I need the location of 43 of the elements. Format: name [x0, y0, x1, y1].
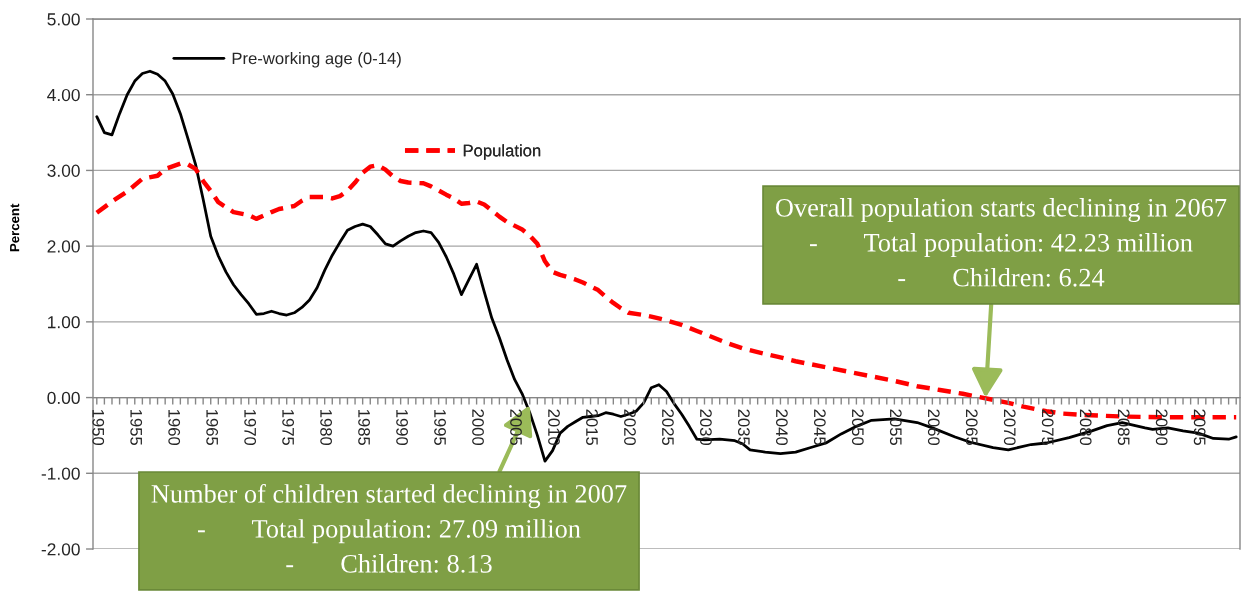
x-tick-label: 2095: [1193, 409, 1206, 446]
x-tick-label: 2055: [889, 409, 902, 446]
legend-label: Population: [463, 144, 541, 160]
x-tick-label: 2050: [851, 409, 864, 446]
y-tick-label: 0.00: [47, 391, 80, 405]
x-tick-label: 2030: [700, 409, 712, 446]
y-tick-label: 5.00: [47, 13, 80, 26]
x-tick-label: 1985: [358, 409, 370, 446]
x-tick-label: 1950: [92, 409, 105, 446]
y-tick-label: 3.00: [47, 164, 80, 177]
annotation: Number of children started declining in 2007 - Total population: 27.09 million - Children: 8.13: [151, 483, 627, 573]
x-tick-label: 1980: [320, 409, 333, 446]
y-tick-label: -1.00: [41, 467, 80, 480]
x-tick-label: 1960: [168, 409, 181, 446]
x-tick-label: 2025: [662, 409, 674, 446]
x-tick-label: 2020: [624, 409, 636, 446]
legend-label: Pre-working age (0-14): [232, 52, 401, 68]
y-axis-title: Percent: [10, 203, 20, 252]
x-tick-label: 1990: [396, 409, 408, 446]
x-tick-label: 2060: [927, 409, 940, 446]
x-tick-label: 1995: [434, 409, 446, 446]
x-tick-label: 2070: [1003, 409, 1016, 446]
y-tick-label: 4.00: [47, 88, 80, 102]
y-tick-label: 2.00: [47, 240, 80, 253]
x-tick-label: 1955: [130, 409, 143, 446]
x-tick-label: 2010: [548, 409, 560, 446]
x-tick-label: 2040: [775, 409, 788, 446]
x-tick-label: 2035: [737, 409, 750, 446]
x-tick-label: 2090: [1155, 409, 1168, 446]
x-tick-label: 2065: [965, 409, 978, 446]
x-tick-label: 2000: [472, 409, 484, 446]
x-tick-label: 1965: [206, 409, 219, 446]
x-tick-label: 2015: [586, 409, 598, 446]
x-tick-label: 2085: [1117, 409, 1130, 446]
x-tick-label: 1970: [244, 409, 257, 446]
annotation: Overall population starts declining in 2067 - Total population: 42.23 million - Children: 6.24: [775, 198, 1227, 287]
x-tick-label: 2005: [510, 409, 522, 446]
x-tick-label: 2075: [1041, 409, 1054, 446]
x-tick-label: 1975: [282, 409, 295, 446]
y-tick-label: 1.00: [48, 316, 80, 329]
y-tick-label: -2.00: [41, 543, 80, 556]
x-tick-label: 2045: [813, 409, 826, 446]
x-tick-label: 2080: [1079, 409, 1092, 446]
